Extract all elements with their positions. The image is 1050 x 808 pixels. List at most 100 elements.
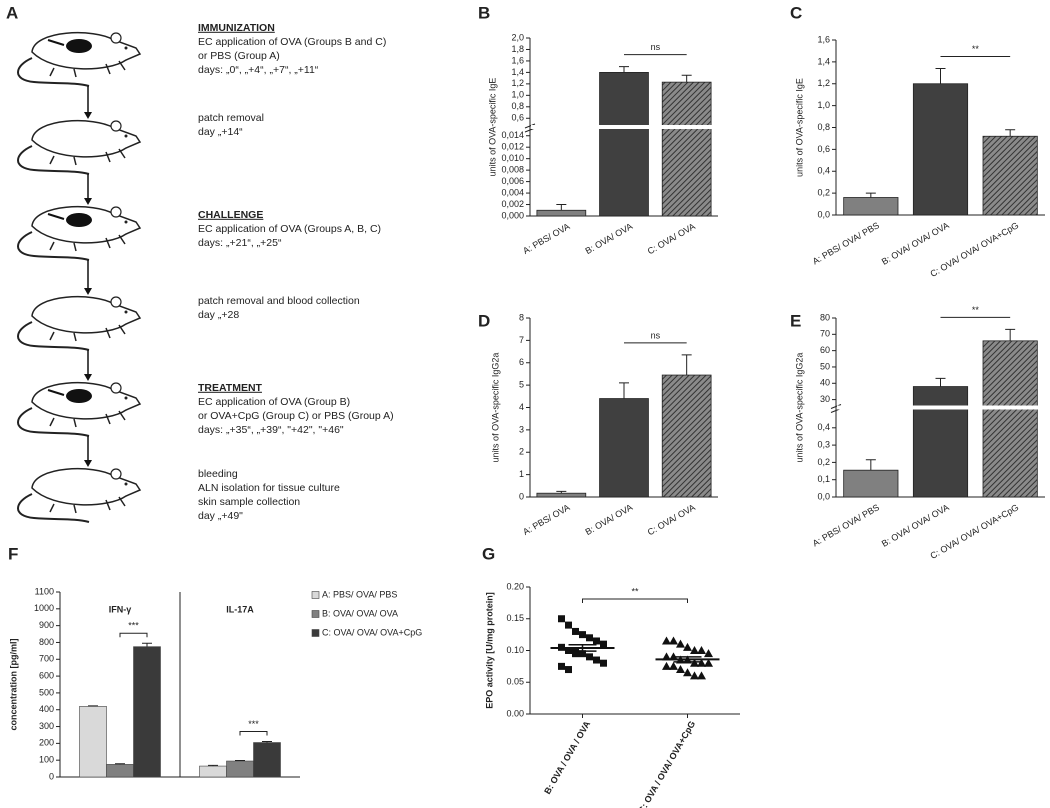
error-bar — [556, 204, 567, 211]
error-bar — [262, 741, 272, 743]
y-tick-label: 0 — [49, 771, 54, 781]
data-point — [676, 665, 685, 674]
mouse-eye — [124, 220, 128, 224]
y-tick-label: 4 — [519, 402, 524, 412]
data-point — [600, 659, 607, 667]
mouse-tail — [17, 407, 90, 437]
mouse-body — [31, 468, 142, 506]
y-tick-label: 1,6 — [511, 55, 524, 65]
bar — [912, 386, 969, 498]
y-tick-label: 1,2 — [817, 78, 830, 88]
bar — [253, 742, 281, 778]
patch-arrow — [47, 39, 65, 46]
data-point — [565, 621, 572, 629]
x-tick-label: C: OVA/ OVA — [646, 502, 697, 537]
mouse-ear — [110, 296, 122, 308]
data-point — [704, 658, 713, 667]
error-bar — [88, 705, 98, 707]
error-bar — [865, 192, 876, 198]
y-tick-label: 1,4 — [511, 67, 524, 77]
y-tick-label: 0,010 — [501, 153, 524, 163]
significance-bracket — [119, 632, 148, 638]
legend-swatch — [311, 610, 320, 618]
data-point — [593, 637, 600, 645]
patch — [66, 39, 92, 53]
y-tick-label: 2,0 — [511, 32, 524, 42]
y-tick-label: 0,0 — [817, 491, 830, 501]
step-text: ALN isolation for tissue culture — [198, 482, 340, 494]
bar — [661, 81, 712, 217]
error-bar — [865, 459, 876, 471]
bar — [843, 197, 899, 216]
x-tick-label: A: PBS/ OVA/ PBS — [811, 220, 881, 266]
error-bar — [935, 377, 946, 387]
error-bar — [681, 354, 692, 376]
y-tick-label: 1 — [519, 469, 524, 479]
bar — [133, 646, 161, 778]
x-tick-label: B: OVA/ OVA/ OVA — [880, 502, 951, 549]
y-tick-label: 0,014 — [501, 130, 524, 140]
mouse-body — [31, 296, 142, 334]
y-tick-label: 30 — [820, 394, 830, 404]
error-bar — [115, 763, 125, 765]
y-axis-label: concentration [pg/ml] — [8, 638, 18, 730]
mouse-legs — [49, 496, 126, 514]
y-tick-label: 0,2 — [817, 457, 830, 467]
error-bar — [1005, 328, 1016, 341]
significance-label: *** — [128, 621, 139, 631]
arrow-head — [84, 198, 92, 205]
legend-label: B: OVA/ OVA/ OVA — [322, 608, 398, 618]
mouse-ear — [110, 206, 122, 218]
y-tick-label: 700 — [39, 654, 54, 664]
y-tick-label: 8 — [519, 312, 524, 322]
mouse-legs — [49, 234, 126, 252]
step-text: EC application of OVA (Groups A, B, C) — [198, 223, 381, 235]
y-tick-label: 1,0 — [817, 100, 830, 110]
mouse-legs — [49, 410, 126, 428]
legend-swatch — [311, 629, 320, 637]
data-point — [586, 653, 593, 661]
mouse-tail — [17, 321, 90, 351]
data-point — [669, 661, 678, 670]
legend-label: A: PBS/ OVA/ PBS — [322, 589, 397, 599]
y-tick-label: 0,8 — [817, 122, 830, 132]
data-point — [690, 646, 699, 654]
y-tick-label: 50 — [820, 361, 830, 371]
y-tick-label: 0.20 — [506, 581, 524, 591]
y-axis-label: units of OVA-specific IgG2a — [794, 353, 804, 463]
data-point — [572, 650, 579, 658]
data-point — [593, 656, 600, 664]
mouse-legs — [49, 60, 126, 78]
arrow-head — [84, 112, 92, 119]
legend-label: C: OVA/ OVA/ OVA+CpG — [322, 627, 422, 637]
error-bar — [619, 66, 629, 73]
y-tick-label: 1000 — [34, 603, 54, 613]
data-point — [558, 615, 565, 623]
error-bar — [1005, 129, 1016, 137]
mouse-ear — [110, 120, 122, 132]
y-tick-label: 1100 — [35, 586, 54, 596]
break-gap — [837, 405, 1046, 410]
bar — [79, 706, 107, 778]
y-tick-label: 1,0 — [511, 90, 524, 100]
mouse-ear — [110, 32, 122, 44]
step-text: bleeding — [198, 468, 238, 480]
y-tick-label: 0.00 — [506, 708, 524, 718]
step-heading: CHALLENGE — [198, 209, 263, 221]
bar — [199, 765, 227, 778]
y-tick-label: 5 — [519, 380, 524, 390]
data-point — [662, 636, 671, 645]
bar — [982, 340, 1038, 498]
error-bar — [142, 642, 152, 647]
bar — [536, 492, 587, 498]
step-text: days: „0“, „+4“, „+7“, „+11“ — [198, 64, 319, 76]
mouse-legs — [49, 148, 126, 166]
x-tick-label: C: OVA / OVA/ OVA+CpG — [636, 719, 697, 808]
data-point — [697, 671, 706, 680]
mouse-ear — [110, 382, 122, 394]
mouse-tail — [17, 493, 90, 523]
y-tick-label: 0,004 — [501, 187, 524, 197]
x-tick-label: C: OVA/ OVA — [646, 221, 697, 256]
legend-swatch — [311, 591, 320, 599]
break-gap — [531, 125, 719, 129]
